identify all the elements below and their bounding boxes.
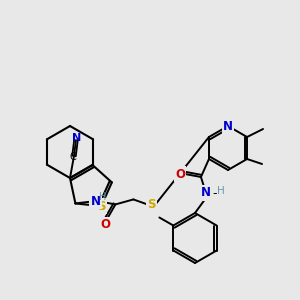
Text: H: H — [99, 192, 106, 203]
Text: S: S — [97, 200, 106, 213]
Text: S: S — [147, 198, 156, 211]
Text: H: H — [217, 186, 225, 196]
Text: O: O — [175, 167, 185, 181]
Text: N: N — [223, 119, 233, 133]
Text: N: N — [201, 187, 211, 200]
Text: -: - — [213, 188, 217, 200]
Text: N: N — [72, 133, 82, 143]
Text: O: O — [100, 218, 110, 231]
Text: C: C — [70, 152, 76, 162]
Text: N: N — [90, 195, 100, 208]
